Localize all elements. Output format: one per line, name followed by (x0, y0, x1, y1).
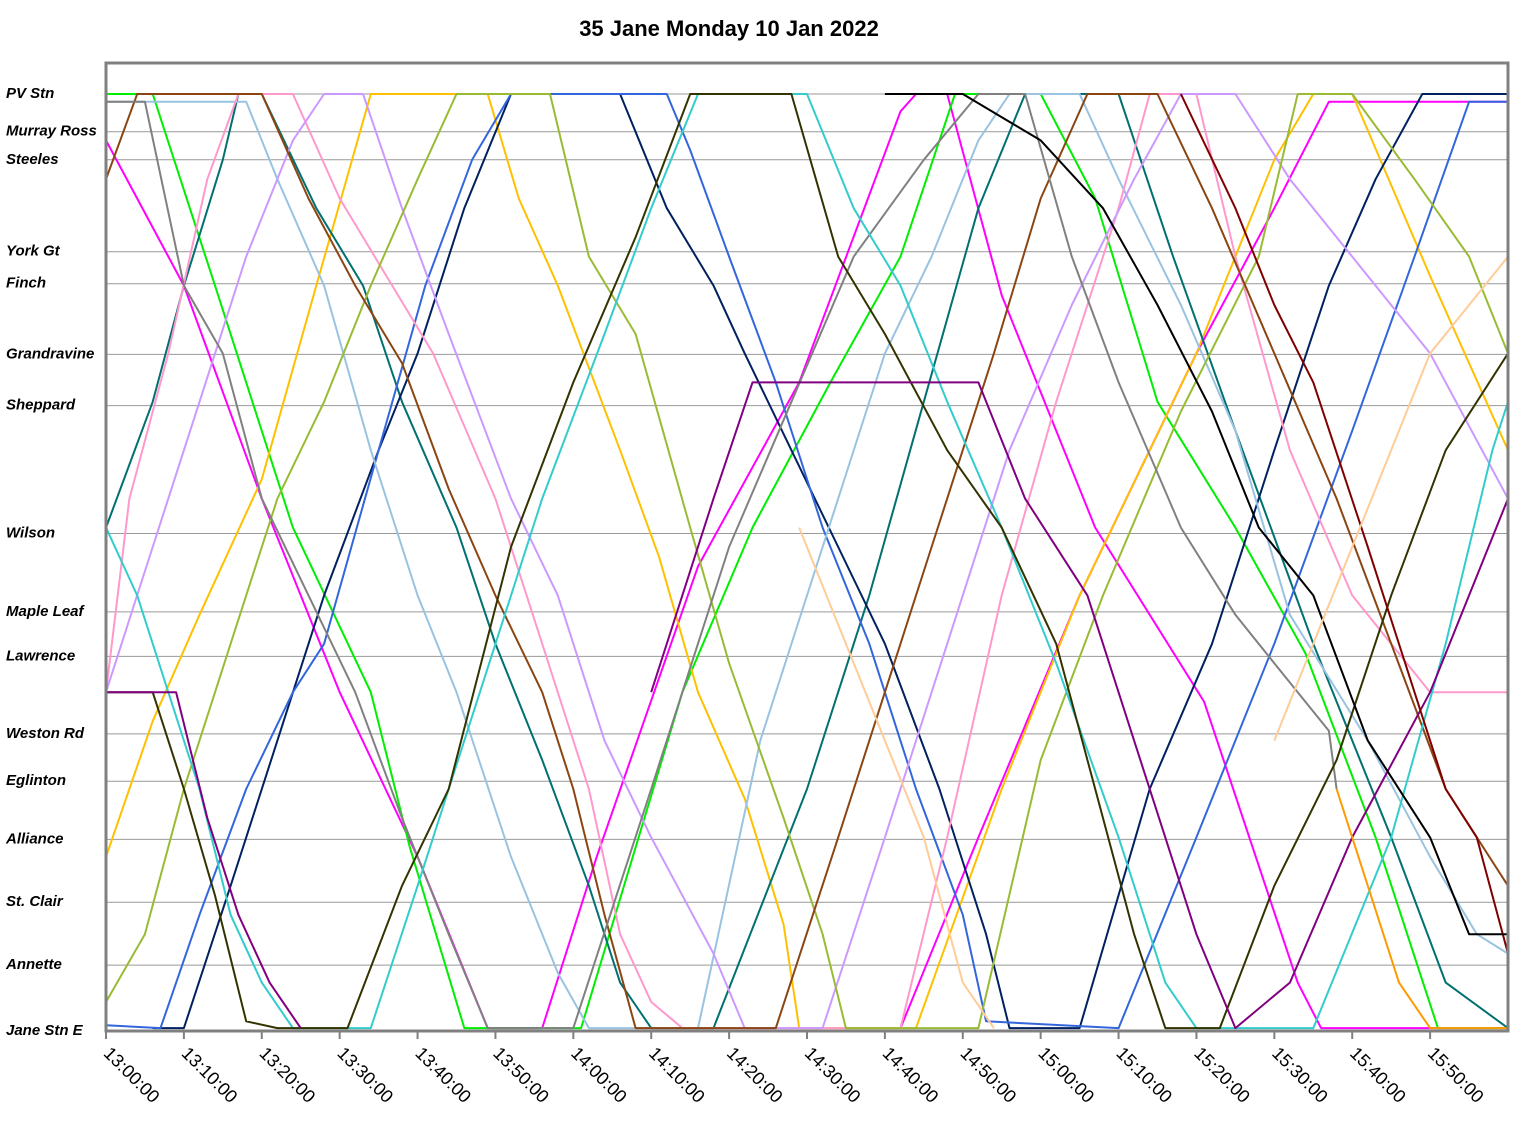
vehicle-line (1335, 788, 1508, 1030)
vehicle-line (106, 93, 1338, 1030)
chart-title: 35 Jane Monday 10 Jan 2022 (579, 16, 879, 41)
plot-lines (106, 93, 1508, 1030)
y-tick-label: Steeles (6, 151, 59, 168)
y-tick-label: Annette (5, 956, 62, 973)
vehicle-line (106, 93, 1508, 1030)
vehicle-line (884, 93, 1508, 936)
vehicle-line (1179, 93, 1508, 954)
vehicle-line (106, 93, 1508, 1030)
y-tick-label: Eglinton (6, 772, 66, 789)
y-tick-label: Lawrence (6, 647, 75, 664)
vehicle-line (106, 93, 1508, 1030)
y-tick-label: Maple Leaf (6, 603, 86, 620)
y-tick-label: St. Clair (6, 893, 64, 910)
vehicle-line (106, 93, 1508, 1030)
y-tick-label: Sheppard (6, 397, 76, 414)
vehicle-line (106, 93, 1508, 1030)
vehicle-line (106, 93, 1508, 1030)
vehicle-line (106, 93, 1508, 1030)
y-tick-label: York Gt (6, 243, 61, 260)
y-tick-label: Jane Stn E (6, 1022, 84, 1039)
y-tick-label: Wilson (6, 524, 55, 541)
y-tick-label: Weston Rd (6, 725, 85, 742)
vehicle-line (106, 381, 1508, 1030)
grid (106, 93, 1508, 1032)
vehicle-line (798, 255, 1508, 1029)
y-tick-label: Alliance (5, 830, 64, 847)
vehicle-line (106, 93, 1508, 1030)
y-tick-label: Grandravine (6, 345, 94, 362)
y-tick-label: PV Stn (6, 85, 54, 102)
y-tick-label: Finch (6, 275, 46, 292)
y-tick-label: Murray Ross (6, 123, 97, 140)
